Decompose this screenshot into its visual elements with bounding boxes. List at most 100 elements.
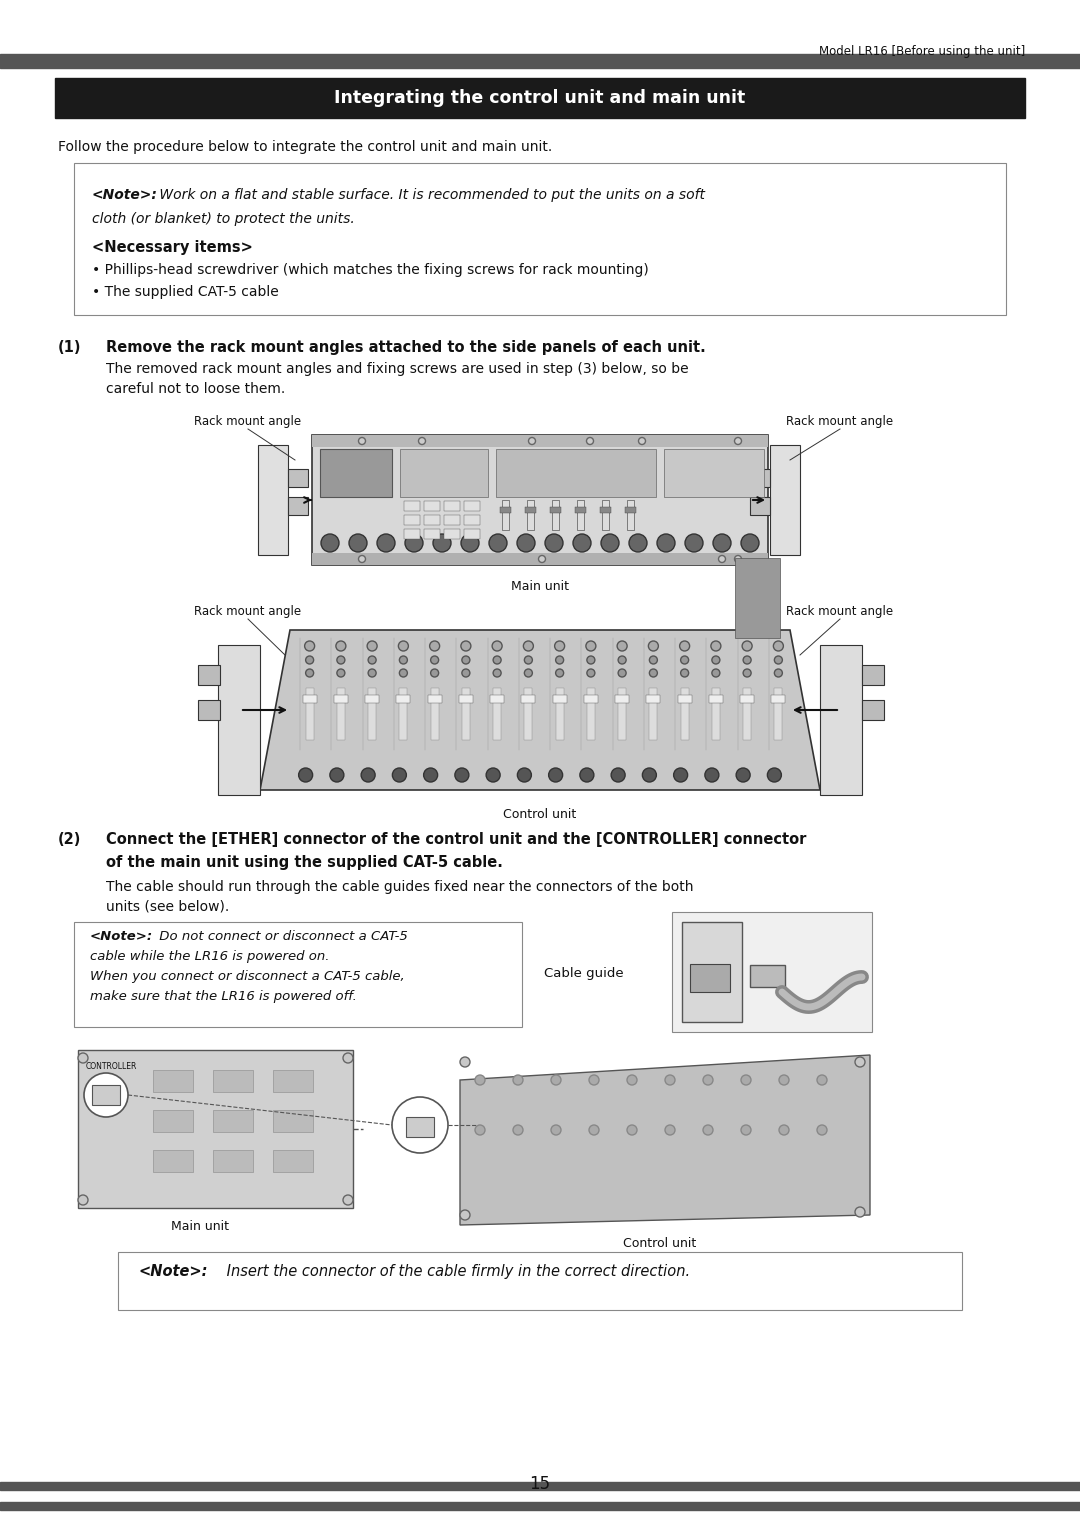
Bar (681, 922, 742, 1022)
Text: Work on a flat and stable surface. It is recommended to put the units on a soft: Work on a flat and stable surface. It is… (156, 188, 705, 201)
Bar (118, 1251, 962, 1309)
Bar (600, 507, 611, 513)
Circle shape (513, 1074, 523, 1085)
Bar (337, 688, 345, 740)
Circle shape (742, 641, 752, 652)
Bar (404, 514, 420, 525)
Circle shape (741, 1074, 751, 1085)
Circle shape (774, 656, 782, 664)
Circle shape (734, 438, 742, 444)
Text: • The supplied CAT-5 cable: • The supplied CAT-5 cable (92, 285, 279, 299)
Bar (690, 964, 730, 992)
Bar (464, 501, 480, 511)
Circle shape (400, 656, 407, 664)
Bar (712, 688, 720, 740)
Circle shape (718, 555, 726, 563)
Circle shape (343, 1053, 353, 1064)
Circle shape (306, 668, 313, 678)
Circle shape (779, 1125, 789, 1135)
Text: CONTROLLER: CONTROLLER (86, 1062, 137, 1071)
Bar (496, 449, 656, 497)
Bar (406, 1117, 434, 1137)
Bar (424, 501, 440, 511)
Bar (494, 688, 501, 740)
Circle shape (517, 534, 535, 552)
Circle shape (816, 1074, 827, 1085)
Text: of the main unit using the supplied CAT-5 cable.: of the main unit using the supplied CAT-… (106, 855, 503, 870)
Circle shape (703, 1074, 713, 1085)
Bar (820, 645, 862, 795)
Circle shape (368, 668, 376, 678)
Bar (649, 688, 658, 740)
Text: <Note>:: <Note>: (90, 929, 153, 943)
Bar (553, 694, 567, 703)
Bar (774, 688, 782, 740)
Circle shape (494, 668, 501, 678)
Circle shape (629, 534, 647, 552)
Circle shape (743, 656, 751, 664)
Circle shape (462, 668, 470, 678)
Circle shape (367, 641, 377, 652)
Bar (627, 501, 634, 530)
Circle shape (855, 1058, 865, 1067)
Circle shape (773, 641, 783, 652)
Circle shape (774, 668, 782, 678)
Bar (708, 694, 723, 703)
Text: make sure that the LR16 is powered off.: make sure that the LR16 is powered off. (90, 990, 356, 1003)
Text: <Note>:: <Note>: (92, 188, 158, 201)
Bar (198, 665, 220, 685)
Circle shape (475, 1125, 485, 1135)
Bar (459, 694, 473, 703)
Circle shape (648, 641, 659, 652)
Bar (92, 1085, 120, 1105)
Bar (273, 1070, 313, 1093)
Circle shape (431, 656, 438, 664)
Bar (862, 665, 885, 685)
Circle shape (399, 641, 408, 652)
Bar (153, 1151, 193, 1172)
Circle shape (585, 641, 596, 652)
Circle shape (586, 656, 595, 664)
Bar (368, 688, 376, 740)
Bar (273, 1109, 313, 1132)
Circle shape (734, 555, 742, 563)
Bar (444, 501, 460, 511)
Circle shape (84, 1073, 129, 1117)
Bar (646, 694, 660, 703)
Circle shape (713, 534, 731, 552)
Bar (525, 688, 532, 740)
Bar (306, 688, 313, 740)
Circle shape (539, 555, 545, 563)
Circle shape (551, 1074, 561, 1085)
Circle shape (419, 438, 426, 444)
Text: Control unit: Control unit (503, 807, 577, 821)
Text: <Note>:: <Note>: (138, 1264, 207, 1279)
Circle shape (359, 555, 365, 563)
Bar (404, 501, 420, 511)
Circle shape (343, 1195, 353, 1206)
Circle shape (649, 668, 658, 678)
Bar (404, 530, 420, 539)
Bar (320, 449, 392, 497)
Bar (78, 1050, 353, 1209)
Bar (288, 497, 308, 514)
Bar (577, 501, 584, 530)
Circle shape (461, 641, 471, 652)
Text: Rack mount angle: Rack mount angle (786, 604, 893, 618)
Bar (770, 446, 800, 555)
Bar (550, 507, 561, 513)
Circle shape (855, 1207, 865, 1218)
Bar (396, 694, 410, 703)
Text: • Phillips-head screwdriver (which matches the fixing screws for rack mounting): • Phillips-head screwdriver (which match… (92, 262, 649, 278)
Bar (400, 688, 407, 740)
Circle shape (649, 656, 658, 664)
Circle shape (589, 1074, 599, 1085)
Bar (771, 694, 785, 703)
Circle shape (600, 534, 619, 552)
Circle shape (299, 768, 312, 781)
Bar (616, 694, 630, 703)
Bar (522, 694, 536, 703)
Bar (0, 1502, 1080, 1511)
Text: Main unit: Main unit (171, 1219, 229, 1233)
Circle shape (455, 768, 469, 781)
